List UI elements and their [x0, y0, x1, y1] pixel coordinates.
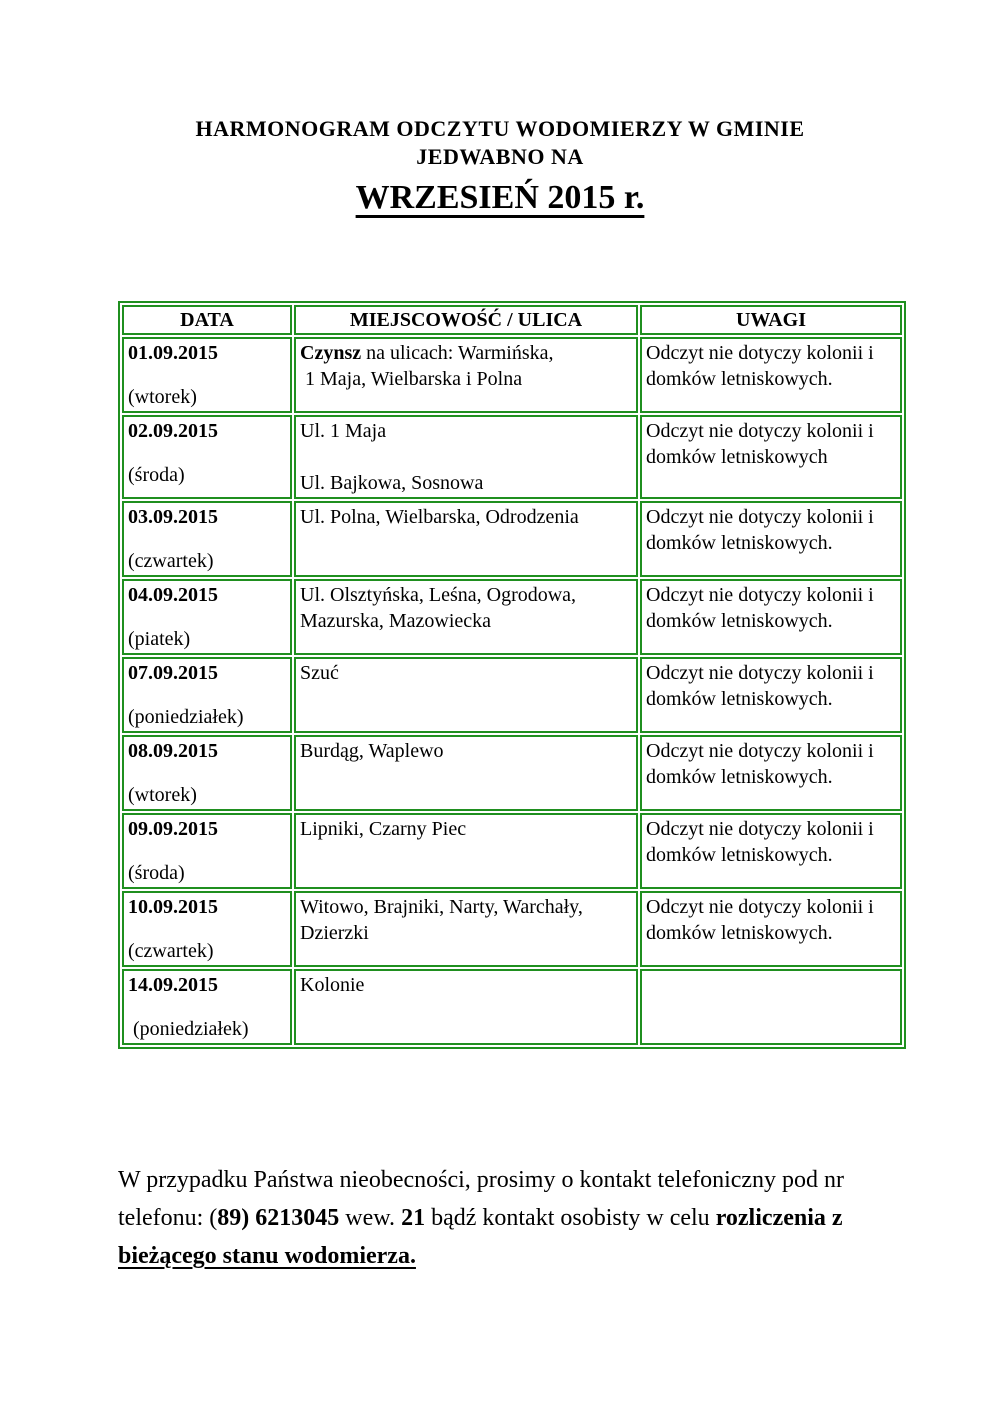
uwagi-cell: Odczyt nie dotyczy kolonii i domków letn…: [640, 891, 902, 967]
place-line: Ul. Olsztyńska, Leśna, Ogrodowa,: [300, 584, 577, 606]
table-row: 10.09.2015 (czwartek) Witowo, Brajniki, Na…: [122, 891, 902, 967]
weekday-text: (środa): [128, 464, 185, 486]
table-row: 02.09.2015 (środa) Ul. 1 Maja Ul. Bajkowa,…: [122, 415, 902, 499]
table-row: 03.09.2015 (czwartek) Ul. Polna, Wielbarsk…: [122, 501, 902, 577]
place-line: Ul. Polna, Wielbarska, Odrodzenia: [300, 506, 579, 528]
place-cell: Czynsz na ulicach: Warmińska, 1 Maja, Wi…: [294, 337, 638, 413]
weekday-text: (wtorek): [128, 784, 197, 806]
table-row: 07.09.2015 (poniedziałek) Szuć Odczyt nie d…: [122, 657, 902, 733]
place-line: Ul. 1 Maja: [300, 420, 387, 442]
document-title: HARMONOGRAM ODCZYTU WODOMIERZY W GMINIE …: [118, 115, 882, 221]
place-line: Burdąg, Waplewo: [300, 740, 444, 762]
date-text: 14.09.2015: [128, 974, 218, 996]
place-cell: Szuć: [294, 657, 638, 733]
place-line: Kolonie: [300, 974, 365, 996]
weekday-text: (piatek): [128, 628, 191, 650]
place-line: Witowo, Brajniki, Narty, Warchały,: [300, 896, 583, 918]
date-cell: 10.09.2015 (czwartek): [122, 891, 292, 967]
weekday-text: (wtorek): [128, 386, 197, 408]
title-line-1: HARMONOGRAM ODCZYTU WODOMIERZY W GMINIE: [195, 116, 805, 141]
contact-note-segment: bądź kontakt osobisty w celu: [425, 1205, 716, 1231]
uwagi-cell: Odczyt nie dotyczy kolonii i domków letn…: [640, 579, 902, 655]
header-uwagi: UWAGI: [640, 305, 902, 335]
place-line: Dzierzki: [300, 922, 369, 944]
uwagi-cell: Odczyt nie dotyczy kolonii i domków letn…: [640, 735, 902, 811]
date-cell: 09.09.2015 (środa): [122, 813, 292, 889]
uwagi-cell: Odczyt nie dotyczy kolonii i domków letn…: [640, 501, 902, 577]
title-line-2: JEDWABNO NA: [416, 144, 584, 169]
place-line: 1 Maja, Wielbarska i Polna: [300, 368, 523, 390]
date-cell: 02.09.2015 (środa): [122, 415, 292, 499]
place-cell: Ul. Olsztyńska, Leśna, Ogrodowa, Mazurska…: [294, 579, 638, 655]
weekday-text: (czwartek): [128, 550, 214, 572]
place-cell: Ul. 1 Maja Ul. Bajkowa, Sosnowa: [294, 415, 638, 499]
date-text: 03.09.2015: [128, 506, 218, 528]
contact-note-segment: W przypadku Państwa nieobecności, prosim…: [118, 1167, 845, 1231]
schedule-table-header: DATA MIEJSCOWOŚĆ / ULICA UWAGI: [122, 305, 902, 335]
contact-note-segment: bieżącego stanu wodomierza.: [118, 1243, 416, 1269]
place-line: Lipniki, Czarny Piec: [300, 818, 467, 840]
date-cell: 01.09.2015 (wtorek): [122, 337, 292, 413]
table-row: 01.09.2015 (wtorek) Czynsz na ulicach: War…: [122, 337, 902, 413]
header-data: DATA: [122, 305, 292, 335]
date-cell: 08.09.2015 (wtorek): [122, 735, 292, 811]
date-text: 01.09.2015: [128, 342, 218, 364]
uwagi-cell: Odczyt nie dotyczy kolonii i domków letn…: [640, 657, 902, 733]
place-cell: Lipniki, Czarny Piec: [294, 813, 638, 889]
date-cell: 03.09.2015 (czwartek): [122, 501, 292, 577]
date-text: 02.09.2015: [128, 420, 218, 442]
weekday-text: (czwartek): [128, 940, 214, 962]
place-line: Ul. Bajkowa, Sosnowa: [300, 472, 484, 494]
weekday-text: (środa): [128, 862, 185, 884]
uwagi-cell: Odczyt nie dotyczy kolonii i domków letn…: [640, 415, 902, 499]
place-cell: Witowo, Brajniki, Narty, Warchały, Dzierz…: [294, 891, 638, 967]
schedule-table-body: 01.09.2015 (wtorek) Czynsz na ulicach: War…: [122, 337, 902, 1045]
uwagi-cell: Odczyt nie dotyczy kolonii i domków letn…: [640, 813, 902, 889]
place-line: Czynsz na ulicach: Warmińska,: [300, 342, 554, 364]
place-line: Mazurska, Mazowiecka: [300, 610, 492, 632]
date-text: 04.09.2015: [128, 584, 218, 606]
table-row: 04.09.2015 (piatek) Ul. Olsztyńska, Leśna,…: [122, 579, 902, 655]
uwagi-cell: [640, 969, 902, 1045]
table-row: 14.09.2015 (poniedziałek) Kolonie: [122, 969, 902, 1045]
date-text: 08.09.2015: [128, 740, 218, 762]
table-row: 09.09.2015 (środa) Lipniki, Czarny Piec Odc…: [122, 813, 902, 889]
uwagi-cell: Odczyt nie dotyczy kolonii i domków letn…: [640, 337, 902, 413]
place-cell: Kolonie: [294, 969, 638, 1045]
date-cell: 14.09.2015 (poniedziałek): [122, 969, 292, 1045]
contact-note-segment: wew.: [339, 1205, 402, 1231]
header-miejscowosc-ulica: MIEJSCOWOŚĆ / ULICA: [294, 305, 638, 335]
header-row: DATA MIEJSCOWOŚĆ / ULICA UWAGI: [122, 305, 902, 335]
weekday-text: (poniedziałek): [128, 706, 244, 728]
date-cell: 04.09.2015 (piatek): [122, 579, 292, 655]
date-text: 07.09.2015: [128, 662, 218, 684]
schedule-table: DATA MIEJSCOWOŚĆ / ULICA UWAGI 01.09.201…: [118, 301, 906, 1049]
place-line: Szuć: [300, 662, 339, 684]
weekday-text: (poniedziałek): [128, 1018, 249, 1040]
place-cell: Burdąg, Waplewo: [294, 735, 638, 811]
place-cell: Ul. Polna, Wielbarska, Odrodzenia: [294, 501, 638, 577]
date-cell: 07.09.2015 (poniedziałek): [122, 657, 292, 733]
date-text: 09.09.2015: [128, 818, 218, 840]
table-row: 08.09.2015 (wtorek) Burdąg, Waplewo Odczyt …: [122, 735, 902, 811]
contact-note-segment: 89) 6213045: [217, 1205, 340, 1231]
contact-note-segment: rozliczenia z: [715, 1205, 843, 1231]
title-month: WRZESIEŃ 2015 r.: [355, 179, 645, 216]
contact-note: W przypadku Państwa nieobecności, prosim…: [118, 1161, 898, 1275]
contact-note-segment: 21: [401, 1205, 426, 1231]
place-bold-text: Czynsz: [300, 342, 362, 364]
date-text: 10.09.2015: [128, 896, 218, 918]
place-line: [300, 444, 632, 470]
